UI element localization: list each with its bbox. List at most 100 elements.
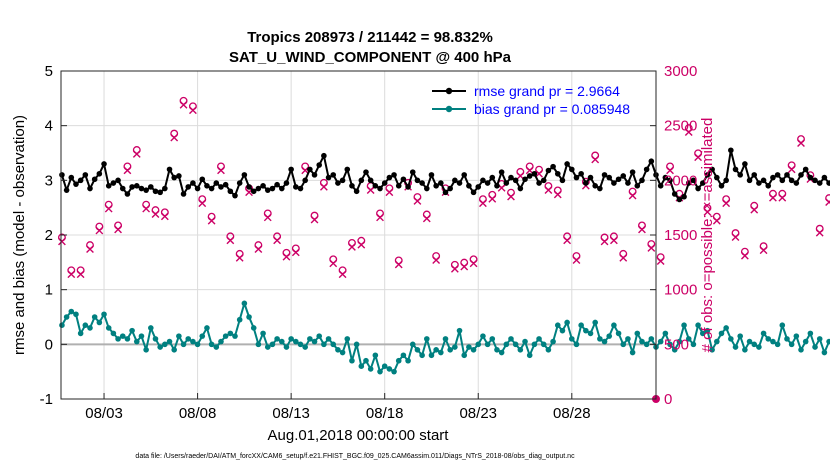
- obs-x-stroke: [600, 237, 609, 246]
- rmse-point: [550, 163, 556, 170]
- rmse-point: [222, 181, 229, 188]
- obs-assimilated-marker: [67, 270, 76, 279]
- bias-point: [73, 311, 79, 318]
- obs-x-stroke: [217, 166, 225, 175]
- obs-assimilated-marker: [170, 133, 179, 142]
- rmse-point: [498, 169, 505, 175]
- obs-assimilated-marker: [647, 244, 656, 252]
- rmse-point: [59, 172, 65, 178]
- obs-x-stroke: [825, 200, 830, 207]
- obs-assimilated-marker: [572, 256, 581, 264]
- bias-point: [587, 330, 594, 337]
- bias-point: [274, 336, 280, 342]
- obs-x-stroke: [76, 270, 85, 279]
- obs-x-stroke: [263, 213, 272, 222]
- bias-point: [255, 341, 262, 348]
- bias-point: [597, 336, 603, 342]
- rmse-point: [526, 173, 533, 179]
- bias-point: [236, 316, 243, 323]
- bias-point: [770, 338, 776, 345]
- bias-point: [358, 363, 365, 370]
- obs-x-stroke: [376, 213, 384, 222]
- rmse-point: [742, 161, 748, 167]
- bias-point: [414, 347, 421, 353]
- rmse-point: [512, 177, 519, 184]
- rmse-point: [227, 188, 234, 195]
- bias-point: [246, 314, 252, 320]
- rmse-point: [68, 174, 75, 181]
- obs-assimilated-marker: [151, 210, 160, 219]
- bias-point: [96, 319, 103, 326]
- rmse-point: [671, 191, 678, 197]
- obs-x-stroke: [769, 193, 777, 202]
- obs-x-stroke: [638, 225, 646, 234]
- obs-x-stroke: [329, 259, 338, 268]
- bias-point: [124, 336, 131, 342]
- bias-point: [742, 347, 748, 353]
- obs-assimilated-marker: [460, 262, 469, 271]
- obs-assimilated-marker: [357, 240, 366, 249]
- rmse-point: [728, 147, 734, 154]
- obs-x-stroke: [703, 208, 712, 216]
- left-tick-label: 4: [45, 118, 53, 135]
- rmse-point: [760, 177, 767, 184]
- obs-x-stroke: [357, 240, 366, 249]
- bias-point: [802, 338, 809, 345]
- x-tick-label: 08/08: [179, 405, 217, 422]
- rmse-point: [522, 176, 528, 183]
- rmse-point: [428, 172, 435, 178]
- obs-assimilated-marker: [544, 186, 553, 194]
- obs-assimilated-marker: [684, 128, 693, 137]
- rmse-point: [564, 161, 570, 167]
- left-tick-label: 3: [45, 172, 53, 189]
- obs-x-stroke: [319, 182, 328, 191]
- bias-point: [208, 341, 215, 348]
- bias-point: [232, 333, 238, 339]
- obs-assimilated-marker: [535, 169, 543, 178]
- rmse-point: [87, 185, 93, 192]
- rmse-point: [699, 180, 706, 186]
- rmse-point: [517, 185, 524, 192]
- rmse-point: [138, 185, 145, 192]
- bias-point: [456, 327, 463, 334]
- rmse-point: [269, 185, 276, 192]
- rmse-point: [152, 188, 159, 195]
- bias-point: [540, 341, 547, 348]
- obs-assimilated-marker: [769, 193, 777, 202]
- legend-rmse-label: rmse grand pr = 2.9664: [474, 83, 620, 99]
- bias-point: [606, 333, 613, 339]
- obs-x-stroke: [189, 106, 197, 115]
- bias-point: [91, 314, 98, 320]
- obs-x-stroke: [132, 150, 141, 158]
- bias-point: [522, 338, 528, 345]
- rmse-point: [405, 184, 411, 190]
- bias-point: [484, 341, 491, 348]
- obs-x-stroke: [497, 183, 506, 192]
- bias-point: [475, 341, 482, 348]
- bias-point: [423, 336, 430, 342]
- rmse-point: [569, 166, 575, 173]
- rmse-point: [349, 183, 355, 189]
- obs-x-stroke: [694, 153, 702, 162]
- bias-point: [573, 341, 580, 348]
- bias-point: [339, 349, 346, 356]
- bias-point: [372, 352, 379, 359]
- bias-point: [269, 341, 276, 348]
- bias-point: [395, 357, 402, 364]
- rmse-point: [302, 177, 308, 184]
- obs-assimilated-marker: [338, 270, 347, 279]
- rmse-point: [391, 172, 397, 178]
- obs-x-stroke: [123, 166, 132, 175]
- rmse-point: [461, 172, 468, 178]
- rmse-point: [667, 177, 673, 184]
- right-tick-label: 0: [664, 391, 672, 408]
- rmse-point: [171, 174, 177, 181]
- bias-point: [550, 338, 556, 345]
- rmse-point: [718, 183, 725, 189]
- bias-point: [498, 349, 505, 356]
- obs-x-stroke: [198, 199, 207, 208]
- bias-point: [409, 341, 416, 348]
- obs-assimilated-marker: [207, 216, 216, 225]
- obs-assimilated-marker: [160, 212, 169, 221]
- obs-x-stroke: [647, 244, 656, 252]
